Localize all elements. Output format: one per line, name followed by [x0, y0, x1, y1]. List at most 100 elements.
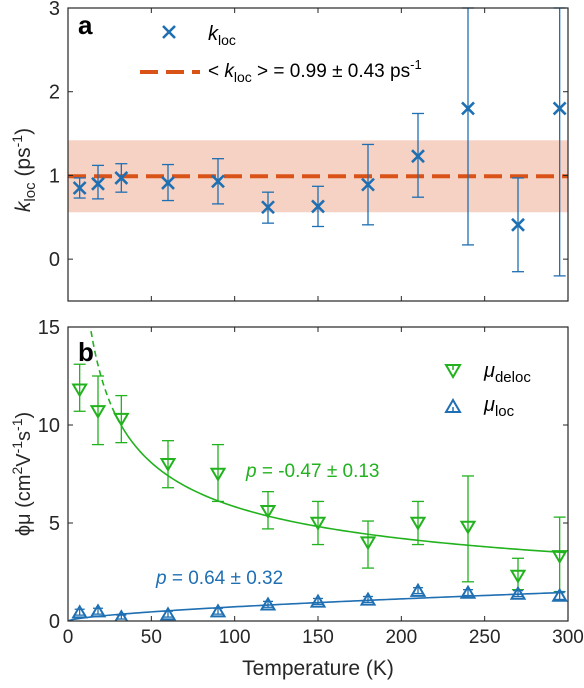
kloc-point [91, 176, 105, 191]
kloc-point [261, 200, 275, 215]
legend-marker-loc [444, 398, 462, 413]
loc-error-bar [93, 607, 103, 615]
loc-point [89, 603, 107, 618]
x-tick-label: 100 [219, 627, 251, 648]
legend-label-kloc: kloc [208, 23, 236, 48]
b-x-tick-labels: 0 50 100 150 200 250 300 [63, 627, 584, 648]
loc-error-bar [463, 588, 473, 597]
x-tick-label: 250 [469, 627, 501, 648]
panel-a-y-axis-label: kloc (ps-1) [9, 128, 39, 212]
loc-error-bar [513, 589, 523, 598]
deloc-fit-curve [120, 425, 565, 554]
x-axis-label: Temperature (K) [242, 657, 394, 680]
loc-point [459, 584, 477, 599]
deloc-point [209, 467, 227, 482]
a-y-tick-label: 3 [49, 0, 60, 20]
deloc-error-bar [92, 375, 104, 446]
deloc-point [89, 405, 107, 420]
loc-point [509, 585, 527, 600]
deloc-point [309, 516, 327, 531]
a-y-tick-labels: 0 1 2 3 [49, 0, 60, 271]
b-y-tick-labels: 0 5 10 15 [38, 317, 60, 633]
b-y-tick-label: 10 [38, 415, 60, 437]
legend-label-loc: μloc [483, 394, 515, 420]
loc-point [114, 609, 129, 621]
legend-label-deloc: μdeloc [483, 360, 531, 386]
b-y-tick-label: 5 [49, 513, 60, 535]
panel-a-label: a [78, 10, 93, 40]
kloc-point [211, 174, 225, 189]
deloc-error-bar [462, 475, 474, 583]
loc-point [209, 603, 227, 618]
a-ticks [67, 7, 569, 301]
kloc-point [511, 217, 525, 232]
loc-error-bar [313, 597, 323, 605]
x-tick-label: 150 [302, 627, 334, 648]
kloc-point [361, 177, 375, 192]
deloc-point [159, 458, 177, 473]
loc-error-bar [74, 608, 85, 616]
deloc-point [551, 550, 568, 565]
kloc-point [311, 199, 325, 214]
loc-error-bar [163, 610, 173, 618]
deloc-error-bar [73, 363, 86, 412]
loc-error-bar [213, 607, 223, 615]
kloc-point [461, 101, 475, 116]
a-y-tick-label: 0 [49, 249, 60, 271]
kloc-point [411, 149, 425, 164]
kloc-point [114, 171, 129, 185]
panel-b-background [68, 327, 568, 621]
deloc-error-bar [162, 440, 174, 489]
panel-b-y-axis-label: ϕμ (cm2V-1s-1) [9, 412, 35, 536]
loc-error-bar [413, 587, 423, 595]
deloc-error-bar [212, 443, 224, 503]
deloc-point [509, 569, 527, 584]
deloc-point [71, 383, 88, 398]
x-tick-label: 300 [552, 627, 584, 648]
loc-fit-curve [68, 591, 565, 621]
deloc-point [409, 516, 427, 531]
deloc-point [459, 520, 477, 535]
a-markers [72, 101, 567, 232]
deloc-error-bar [262, 490, 274, 530]
deloc-fit-annotation: p = -0.47 ± 0.13 [245, 461, 380, 482]
deloc-fit-extrapolation [89, 327, 123, 427]
b-markers [71, 383, 568, 621]
loc-point [259, 596, 277, 611]
deloc-error-bar [412, 500, 424, 546]
loc-point [359, 591, 377, 606]
kloc-point [552, 101, 567, 116]
loc-point [551, 587, 568, 602]
x-tick-label: 200 [385, 627, 417, 648]
b-y-tick-label: 0 [49, 611, 60, 633]
a-y-tick-label: 2 [49, 82, 60, 104]
loc-error-bar [363, 595, 373, 604]
loc-point [159, 606, 177, 621]
kloc-point [72, 181, 87, 195]
loc-point [309, 593, 327, 608]
deloc-error-bar [312, 500, 324, 546]
loc-point [71, 604, 88, 619]
deloc-point [113, 412, 130, 427]
deloc-error-bar [362, 520, 374, 569]
legend-label-mean: < kloc > = 0.99 ± 0.43 ps-1 [208, 57, 422, 85]
b-y-tick-label: 15 [38, 317, 60, 339]
b-ticks [67, 326, 569, 622]
loc-error-bar [263, 600, 273, 608]
kloc-point [161, 176, 175, 190]
loc-fit-annotation: p = 0.64 ± 0.32 [155, 568, 283, 589]
x-tick-label: 50 [141, 627, 162, 648]
x-tick-label: 0 [63, 627, 74, 648]
legend-marker-deloc [444, 364, 462, 379]
deloc-error-bar [115, 394, 128, 444]
panel-a-legend: kloc < kloc > = 0.99 ± 0.43 ps-1 [140, 23, 422, 85]
deloc-point [259, 505, 277, 520]
legend-marker-kloc [162, 25, 176, 39]
panel-b-legend: μdeloc μloc [444, 360, 531, 420]
a-y-tick-label: 1 [49, 165, 60, 187]
loc-point [409, 582, 427, 597]
panel-b-label: b [78, 337, 94, 367]
